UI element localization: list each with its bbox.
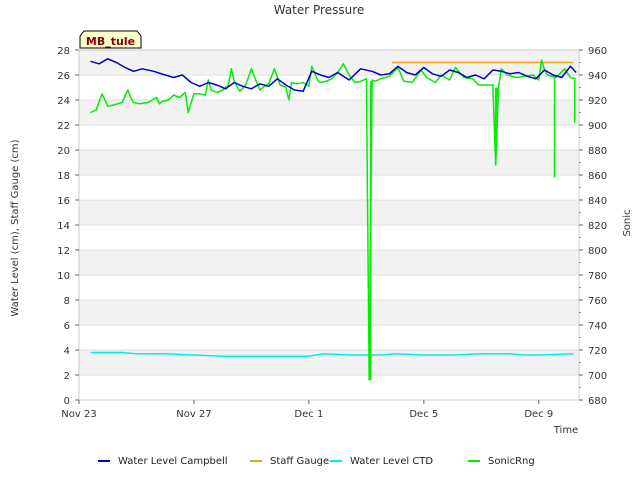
x-tick-label: Dec 9 bbox=[524, 409, 553, 420]
y-tick-label: 6 bbox=[64, 321, 70, 332]
legend-item: Staff Gauge bbox=[250, 456, 329, 467]
y2-tick-label: 840 bbox=[588, 196, 607, 207]
y2-tick-label: 760 bbox=[588, 296, 607, 307]
legend-label: Water Level Campbell bbox=[118, 456, 228, 467]
x-tick-label: Dec 1 bbox=[294, 409, 323, 420]
y-tick-label: 0 bbox=[64, 396, 70, 407]
y2-axis-title: Sonic bbox=[622, 209, 633, 236]
y2-tick-label: 860 bbox=[588, 171, 607, 182]
axis-ticks: 0246810121416182022242628680700720740760… bbox=[57, 46, 607, 420]
series-line-sonicrng bbox=[90, 59, 577, 381]
y2-tick-label: 720 bbox=[588, 346, 607, 357]
y2-tick-label: 780 bbox=[588, 271, 607, 282]
grid-band bbox=[79, 100, 579, 125]
series-line-water-level-ctd bbox=[90, 351, 574, 358]
station-badge: MB_tule bbox=[79, 30, 142, 49]
series-line-water-level-campbell bbox=[90, 58, 577, 93]
x-tick-label: Nov 27 bbox=[176, 409, 211, 420]
legend-item: Water Level Campbell bbox=[98, 456, 228, 467]
y-tick-label: 16 bbox=[57, 196, 70, 207]
y-tick-label: 10 bbox=[57, 271, 70, 282]
y2-tick-label: 820 bbox=[588, 221, 607, 232]
y-tick-label: 4 bbox=[64, 346, 70, 357]
y-tick-label: 20 bbox=[57, 146, 70, 157]
y2-tick-label: 940 bbox=[588, 71, 607, 82]
chart-title: Water Pressure bbox=[274, 3, 365, 17]
series-layer bbox=[90, 58, 577, 381]
y-tick-label: 2 bbox=[64, 371, 70, 382]
y-tick-label: 28 bbox=[57, 46, 70, 57]
grid-band bbox=[79, 300, 579, 325]
legend-item: SonicRng bbox=[468, 456, 535, 467]
y2-tick-label: 680 bbox=[588, 396, 607, 407]
legend-item: Water Level CTD bbox=[330, 456, 433, 467]
y-tick-label: 22 bbox=[57, 121, 70, 132]
y-tick-label: 26 bbox=[57, 71, 70, 82]
grid-band bbox=[79, 150, 579, 175]
badge-box bbox=[79, 30, 142, 49]
y2-tick-label: 700 bbox=[588, 371, 607, 382]
y2-tick-label: 740 bbox=[588, 321, 607, 332]
y-tick-label: 12 bbox=[57, 246, 70, 257]
y2-tick-label: 900 bbox=[588, 121, 607, 132]
y-axis-title: Water Level (cm), Staff Gauge (cm) bbox=[10, 139, 21, 316]
badge-label: MB_tule bbox=[86, 35, 135, 48]
y2-tick-label: 880 bbox=[588, 146, 607, 157]
y-tick-label: 24 bbox=[57, 96, 70, 107]
grid-band bbox=[79, 250, 579, 275]
legend-label: Water Level CTD bbox=[350, 456, 433, 467]
grid-band bbox=[79, 200, 579, 225]
legend-label: SonicRng bbox=[488, 456, 535, 467]
legend-label: Staff Gauge bbox=[270, 456, 329, 467]
y-tick-label: 18 bbox=[57, 171, 70, 182]
x-tick-label: Dec 5 bbox=[409, 409, 438, 420]
y2-tick-label: 960 bbox=[588, 46, 607, 57]
y2-tick-label: 920 bbox=[588, 96, 607, 107]
y-tick-label: 8 bbox=[64, 296, 70, 307]
x-tick-label: Nov 23 bbox=[61, 409, 96, 420]
y-tick-label: 14 bbox=[57, 221, 70, 232]
y2-tick-label: 800 bbox=[588, 246, 607, 257]
legend: Water Level Campbell Staff Gauge Water Lev… bbox=[98, 456, 535, 467]
x-axis-title: Time bbox=[553, 425, 578, 436]
